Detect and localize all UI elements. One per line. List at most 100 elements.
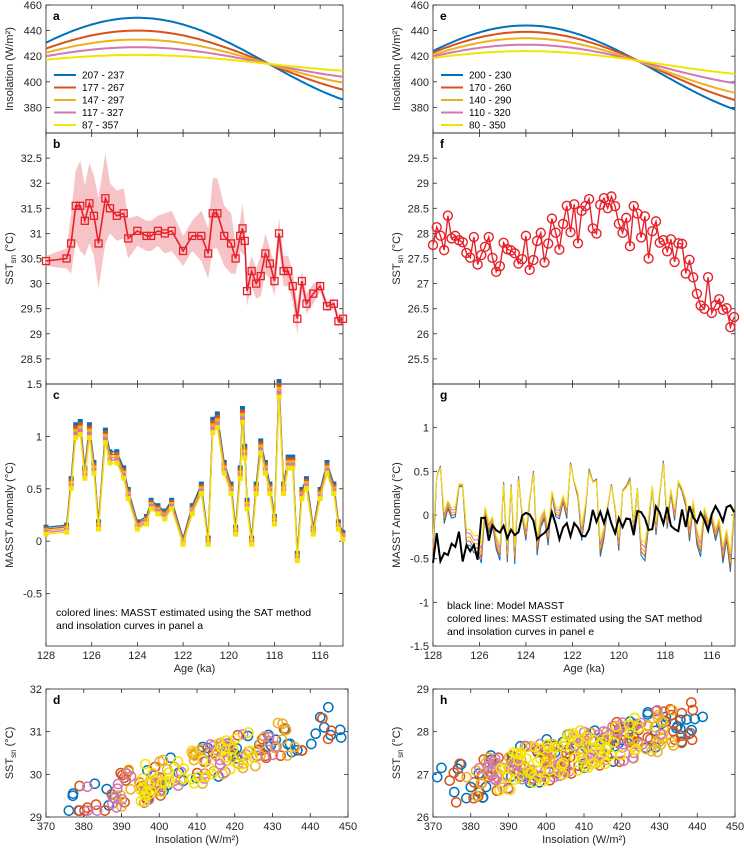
masst-marker xyxy=(210,426,216,432)
scatter-point xyxy=(431,771,443,783)
sst-circle-marker xyxy=(509,248,520,259)
sst-square-marker xyxy=(252,279,261,288)
scatter-point xyxy=(482,761,494,773)
sst-circle-marker xyxy=(647,226,658,237)
scatter-point xyxy=(577,747,588,759)
annotation-text: colored lines: MASST estimated using the… xyxy=(56,607,311,619)
scatter-point xyxy=(162,779,173,791)
scatter-point xyxy=(476,778,488,789)
masst-marker xyxy=(310,531,316,537)
scatter-point xyxy=(483,757,495,769)
annotation-text: and insolation curves in panel e xyxy=(447,626,594,638)
sst-circle-marker xyxy=(442,210,454,221)
masst-marker xyxy=(324,470,330,476)
insolation-line-3 xyxy=(45,38,344,84)
x-tick-label: 124 xyxy=(128,650,146,662)
insolation-line-1 xyxy=(432,24,736,111)
sst-square-marker xyxy=(293,314,302,323)
sst-circle-marker xyxy=(524,264,535,276)
y-tick-label: 29 xyxy=(417,178,429,190)
masst-marker xyxy=(276,394,282,400)
insolation-line-1 xyxy=(45,16,344,101)
masst-marker xyxy=(86,422,92,428)
y-tick-label: 440 xyxy=(411,26,429,38)
masst-marker xyxy=(205,541,211,547)
scatter-point xyxy=(562,730,574,741)
x-tick-label: 126 xyxy=(470,650,488,662)
scatter-point xyxy=(139,790,151,801)
scatter-point xyxy=(508,747,519,759)
y-tick-label: 31.5 xyxy=(21,203,42,215)
masst-marker xyxy=(121,475,127,481)
scatter-point xyxy=(214,737,225,749)
masst-marker xyxy=(64,529,70,535)
sst-circle-marker xyxy=(725,321,736,333)
scatter-point xyxy=(535,743,546,755)
sst-square-marker xyxy=(71,201,80,210)
scatter-point xyxy=(249,760,261,772)
sst-circle-marker xyxy=(468,231,480,243)
scatter-point xyxy=(618,755,629,767)
sst-square-marker xyxy=(261,249,270,258)
y-tick-label: 420 xyxy=(411,51,429,63)
scatter-point xyxy=(79,805,90,816)
scatter-point xyxy=(251,750,263,762)
y-axis-label: SSTsn (°C) xyxy=(391,232,405,285)
y-tick-label: 0 xyxy=(36,536,42,548)
sst-square-marker xyxy=(338,314,348,323)
sst-square-marker xyxy=(80,216,89,226)
sst-circle-marker xyxy=(639,211,651,222)
scatter-point xyxy=(494,785,505,796)
scatter-point xyxy=(208,740,220,752)
y-tick-label: 380 xyxy=(24,102,42,114)
scatter-point xyxy=(436,762,447,774)
legend-entry: 110 - 320 xyxy=(469,108,511,119)
masst-marker xyxy=(239,409,245,415)
scatter-point xyxy=(263,735,275,747)
scatter-point xyxy=(513,754,524,766)
masst-marker xyxy=(114,449,120,455)
y-tick-label: 1 xyxy=(423,423,429,435)
y-tick-label: 440 xyxy=(24,26,42,38)
scatter-point xyxy=(63,805,75,816)
masst-marker xyxy=(169,506,175,512)
masst-marker xyxy=(73,435,79,441)
masst-marker xyxy=(214,421,220,427)
legend-entry: 80 - 350 xyxy=(469,121,506,132)
scatter-point xyxy=(473,785,485,796)
scatter-point xyxy=(178,763,190,775)
scatter-point xyxy=(224,763,236,775)
sst-square-marker xyxy=(265,259,275,268)
sst-circle-marker xyxy=(557,218,569,230)
masst-marker xyxy=(114,460,120,466)
scatter-point xyxy=(101,783,113,795)
panel-label-g: g xyxy=(440,388,447,402)
legend-entry: 207 - 237 xyxy=(82,71,125,82)
sst-square-marker xyxy=(204,249,213,258)
sst-square-marker xyxy=(242,286,252,296)
y-tick-label: 32 xyxy=(30,684,42,696)
panel-label-h: h xyxy=(440,693,447,707)
sst-circle-marker xyxy=(673,238,684,249)
masst-marker xyxy=(107,460,113,466)
masst-marker xyxy=(144,521,150,527)
scatter-point xyxy=(448,786,460,798)
masst-marker xyxy=(121,467,127,473)
legend-entry: 140 - 290 xyxy=(469,96,512,107)
scatter-point xyxy=(686,734,698,746)
scatter-point xyxy=(535,753,546,765)
masst-line-5 xyxy=(45,396,344,561)
y-tick-label: 28.5 xyxy=(21,354,42,366)
sst-square-marker xyxy=(288,281,297,291)
scatter-point xyxy=(582,731,594,743)
masst-marker xyxy=(86,428,92,434)
sst-square-marker xyxy=(220,231,229,241)
sst-square-marker xyxy=(94,239,103,248)
masst-marker xyxy=(214,418,220,424)
masst-line-1 xyxy=(45,381,344,554)
scatter-point xyxy=(175,766,187,778)
scatter-point xyxy=(454,771,466,782)
sst-square-marker xyxy=(41,256,51,266)
y-tick-label: 32.5 xyxy=(21,153,42,165)
masst-marker xyxy=(258,441,264,447)
